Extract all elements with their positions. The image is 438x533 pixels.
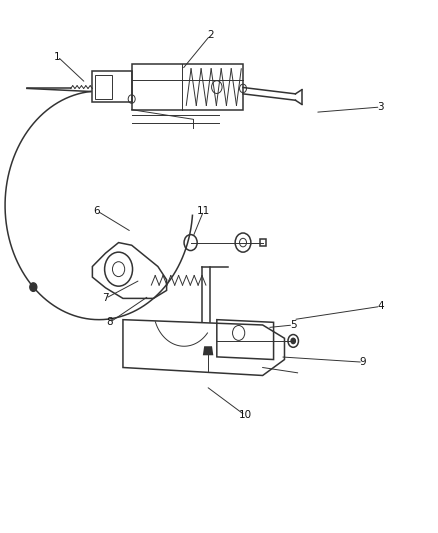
Text: 2: 2 — [207, 30, 214, 41]
Text: 1: 1 — [54, 52, 61, 61]
Circle shape — [30, 283, 37, 292]
Text: 4: 4 — [377, 301, 384, 311]
Circle shape — [291, 338, 295, 344]
Text: 10: 10 — [239, 410, 252, 421]
Text: 6: 6 — [93, 206, 100, 216]
Text: 3: 3 — [377, 102, 384, 112]
Text: 9: 9 — [360, 357, 367, 367]
Text: 11: 11 — [197, 206, 210, 216]
Polygon shape — [203, 346, 213, 356]
Text: 5: 5 — [290, 320, 297, 330]
Text: 8: 8 — [106, 317, 113, 327]
Text: 7: 7 — [102, 293, 109, 303]
